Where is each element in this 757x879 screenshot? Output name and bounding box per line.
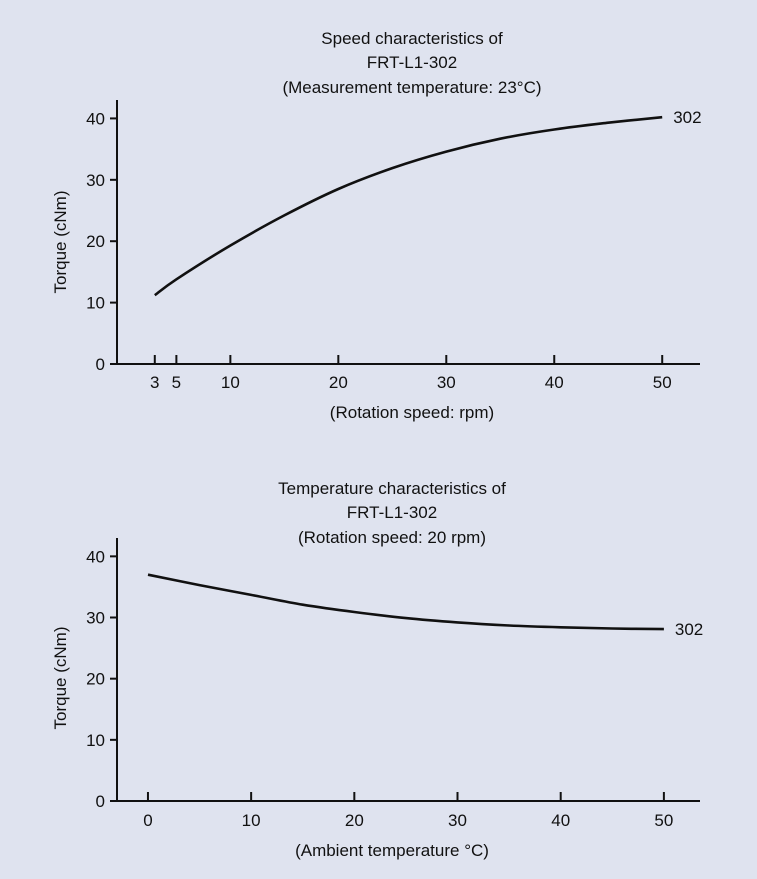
chart-title-line-2: FRT-L1-302	[347, 503, 437, 522]
y-axis-label: Torque (cNm)	[51, 191, 70, 294]
chart-title-line-3: (Rotation speed: 20 rpm)	[298, 528, 486, 547]
x-tick-label: 5	[172, 373, 181, 392]
y-tick-label: 10	[86, 731, 105, 750]
y-axis-label: Torque (cNm)	[51, 627, 70, 730]
temperature-characteristics-chart: Temperature characteristics of FRT-L1-30…	[51, 479, 703, 860]
x-axis-label: (Rotation speed: rpm)	[330, 403, 494, 422]
series-line-302	[147, 573, 664, 631]
y-tick-label: 30	[86, 609, 105, 628]
x-tick-label: 20	[329, 373, 348, 392]
speed-characteristics-chart: Speed characteristics of FRT-L1-302 (Mea…	[51, 29, 702, 422]
chart-title-line-3: (Measurement temperature: 23°C)	[282, 78, 541, 97]
y-tick-label: 0	[96, 355, 105, 374]
y-tick-label: 20	[86, 670, 105, 689]
y-tick-label: 40	[86, 547, 105, 566]
chart-title-line-1: Speed characteristics of	[321, 29, 503, 48]
x-tick-label: 10	[221, 373, 240, 392]
series-label: 302	[675, 620, 703, 639]
series-line-302	[154, 115, 663, 297]
x-tick-label: 30	[437, 373, 456, 392]
x-tick-label: 40	[545, 373, 564, 392]
x-tick-label: 50	[654, 811, 673, 830]
y-tick-label: 30	[86, 171, 105, 190]
y-tick-label: 10	[86, 294, 105, 313]
chart-title-line-1: Temperature characteristics of	[278, 479, 506, 498]
y-tick-label: 20	[86, 232, 105, 251]
x-tick-label: 40	[551, 811, 570, 830]
x-tick-label: 3	[150, 373, 159, 392]
x-tick-label: 0	[143, 811, 152, 830]
x-tick-label: 30	[448, 811, 467, 830]
chart-title-line-2: FRT-L1-302	[367, 53, 457, 72]
x-tick-label: 50	[653, 373, 672, 392]
x-tick-label: 20	[345, 811, 364, 830]
x-tick-label: 10	[242, 811, 261, 830]
y-tick-label: 40	[86, 109, 105, 128]
series-label: 302	[673, 108, 701, 127]
x-axis-label: (Ambient temperature °C)	[295, 841, 489, 860]
y-tick-label: 0	[96, 792, 105, 811]
